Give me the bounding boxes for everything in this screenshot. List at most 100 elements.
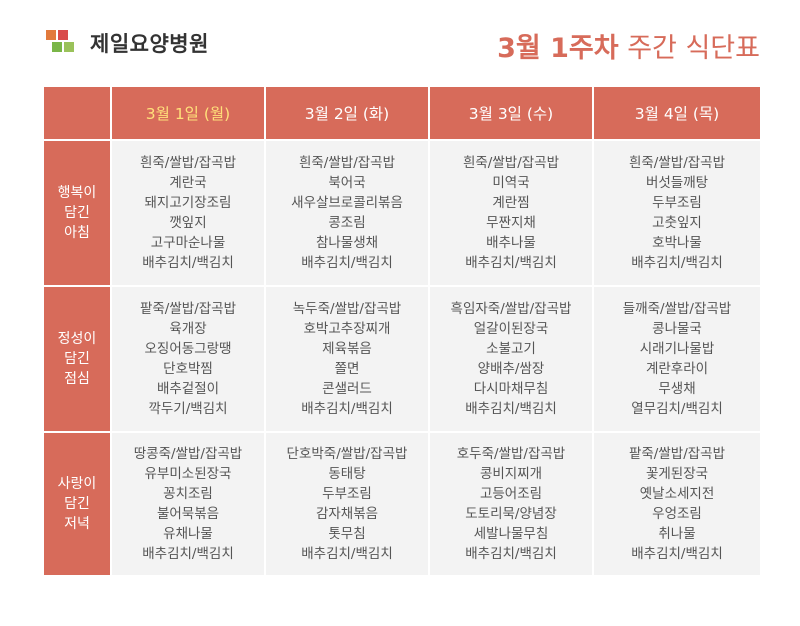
menu-item: 열무김치/백김치 [631, 401, 723, 417]
menu-item: 단호박죽/쌀밥/잡곡밥 [286, 446, 408, 462]
weekly-menu-table: 3월 1일 (월) 3월 2일 (화) 3월 3일 (수) 3월 4일 (목) … [44, 87, 760, 575]
hospital-name: 제일요양병원 [90, 32, 209, 56]
menu-item: 배추김치/백김치 [465, 401, 557, 417]
menu-item: 고구마순나물 [150, 235, 226, 251]
menu-item: 두부조림 [322, 486, 372, 502]
menu-item: 녹두죽/쌀밥/잡곡밥 [292, 301, 402, 317]
corner-cell [44, 87, 110, 139]
menu-item: 흰죽/쌀밥/잡곡밥 [628, 155, 726, 171]
meal-label-dinner: 사랑이 담긴 저녁 [44, 431, 110, 575]
menu-item: 미역국 [492, 175, 530, 191]
menu-item: 우엉조림 [652, 506, 702, 522]
menu-item: 흑임자죽/쌀밥/잡곡밥 [450, 301, 572, 317]
menu-item: 동태탕 [328, 466, 366, 482]
menu-item: 땅콩죽/쌀밥/잡곡밥 [133, 446, 243, 462]
day-header-wed: 3월 3일 (수) [428, 87, 592, 139]
menu-item: 소불고기 [486, 341, 536, 357]
menu-item: 무짠지채 [486, 215, 536, 231]
menu-item: 무생채 [658, 381, 696, 397]
title-week: 3월 1주차 [497, 33, 619, 64]
menu-item: 배추김치/백김치 [301, 546, 393, 562]
hospital-logo: 제일요양병원 [46, 28, 209, 58]
menu-item: 제육볶음 [322, 341, 372, 357]
menu-item: 깍두기/백김치 [148, 401, 228, 417]
menu-item: 육개장 [169, 321, 207, 337]
menu-item: 호박고추장찌개 [303, 321, 391, 337]
menu-item: 배추김치/백김치 [631, 255, 723, 271]
menu-item: 다시마채무침 [473, 381, 549, 397]
menu-item: 호두죽/쌀밥/잡곡밥 [456, 446, 566, 462]
menu-item: 세발나물무침 [473, 526, 549, 542]
menu-item: 시래기나물밥 [639, 341, 715, 357]
menu-item: 얼갈이된장국 [473, 321, 549, 337]
header: 제일요양병원 3월 1주차 주간 식단표 [0, 0, 800, 80]
menu-item: 콩조림 [328, 215, 366, 231]
menu-item: 톳무침 [328, 526, 366, 542]
menu-item: 팥죽/쌀밥/잡곡밥 [139, 301, 237, 317]
menu-item: 참나물생채 [315, 235, 379, 251]
page-title: 3월 1주차 주간 식단표 [497, 26, 760, 65]
day-header-row: 3월 1일 (월) 3월 2일 (화) 3월 3일 (수) 3월 4일 (목) [44, 87, 760, 139]
menu-item: 배추김치/백김치 [301, 401, 393, 417]
menu-item: 유채나물 [163, 526, 213, 542]
menu-item: 콩나물국 [652, 321, 702, 337]
menu-item: 감자채볶음 [315, 506, 379, 522]
menu-item: 깻잎지 [169, 215, 207, 231]
menu-item: 꽃게된장국 [645, 466, 709, 482]
menu-item: 계란국 [169, 175, 207, 191]
menu-item: 계란찜 [492, 195, 530, 211]
menu-item: 콘샐러드 [322, 381, 372, 397]
menu-item: 팥죽/쌀밥/잡곡밥 [628, 446, 726, 462]
day-header-thu: 3월 4일 (목) [592, 87, 760, 139]
menu-item: 쫄면 [334, 361, 360, 377]
menu-item: 배추김치/백김치 [631, 546, 723, 562]
menu-cell: 흰죽/쌀밥/잡곡밥 미역국 계란찜 무짠지채 배추나물 배추김치/백김치 [428, 139, 592, 285]
menu-item: 도토리묵/양념장 [465, 506, 557, 522]
menu-item: 돼지고기장조림 [144, 195, 232, 211]
menu-item: 배추김치/백김치 [465, 546, 557, 562]
menu-item: 오징어동그랑땡 [144, 341, 232, 357]
meal-label-lunch: 정성이 담긴 점심 [44, 285, 110, 431]
title-label: 주간 식단표 [627, 33, 760, 64]
menu-item: 고춧잎지 [652, 215, 702, 231]
menu-item: 흰죽/쌀밥/잡곡밥 [139, 155, 237, 171]
meal-label-breakfast: 행복이 담긴 아침 [44, 139, 110, 285]
menu-item: 버섯들깨탕 [645, 175, 709, 191]
menu-item: 양배추/쌈장 [477, 361, 545, 377]
menu-item: 취나물 [658, 526, 696, 542]
menu-item: 불어묵볶음 [156, 506, 220, 522]
meal-row-lunch: 정성이 담긴 점심 팥죽/쌀밥/잡곡밥 육개장 오징어동그랑땡 단호박찜 배추겉절이 깍두… [44, 285, 760, 431]
menu-item: 고등어조림 [479, 486, 543, 502]
menu-item: 배추김치/백김치 [142, 546, 234, 562]
menu-item: 두부조림 [652, 195, 702, 211]
day-header-tue: 3월 2일 (화) [264, 87, 428, 139]
menu-item: 흰죽/쌀밥/잡곡밥 [462, 155, 560, 171]
menu-item: 배추겉절이 [156, 381, 220, 397]
day-header-mon: 3월 1일 (월) [110, 87, 264, 139]
menu-item: 콩비지찌개 [479, 466, 543, 482]
menu-item: 배추김치/백김치 [142, 255, 234, 271]
menu-item: 유부미소된장국 [144, 466, 232, 482]
menu-item: 옛날소세지전 [639, 486, 715, 502]
menu-item: 들깨죽/쌀밥/잡곡밥 [622, 301, 732, 317]
menu-item: 호박나물 [652, 235, 702, 251]
menu-item: 배추김치/백김치 [301, 255, 393, 271]
menu-item: 계란후라이 [645, 361, 709, 377]
menu-item: 배추김치/백김치 [465, 255, 557, 271]
logo-squares-icon [46, 30, 82, 56]
menu-item: 꽁치조림 [163, 486, 213, 502]
menu-item: 새우살브로콜리볶음 [291, 195, 403, 211]
menu-item: 흰죽/쌀밥/잡곡밥 [298, 155, 396, 171]
menu-item: 북어국 [328, 175, 366, 191]
